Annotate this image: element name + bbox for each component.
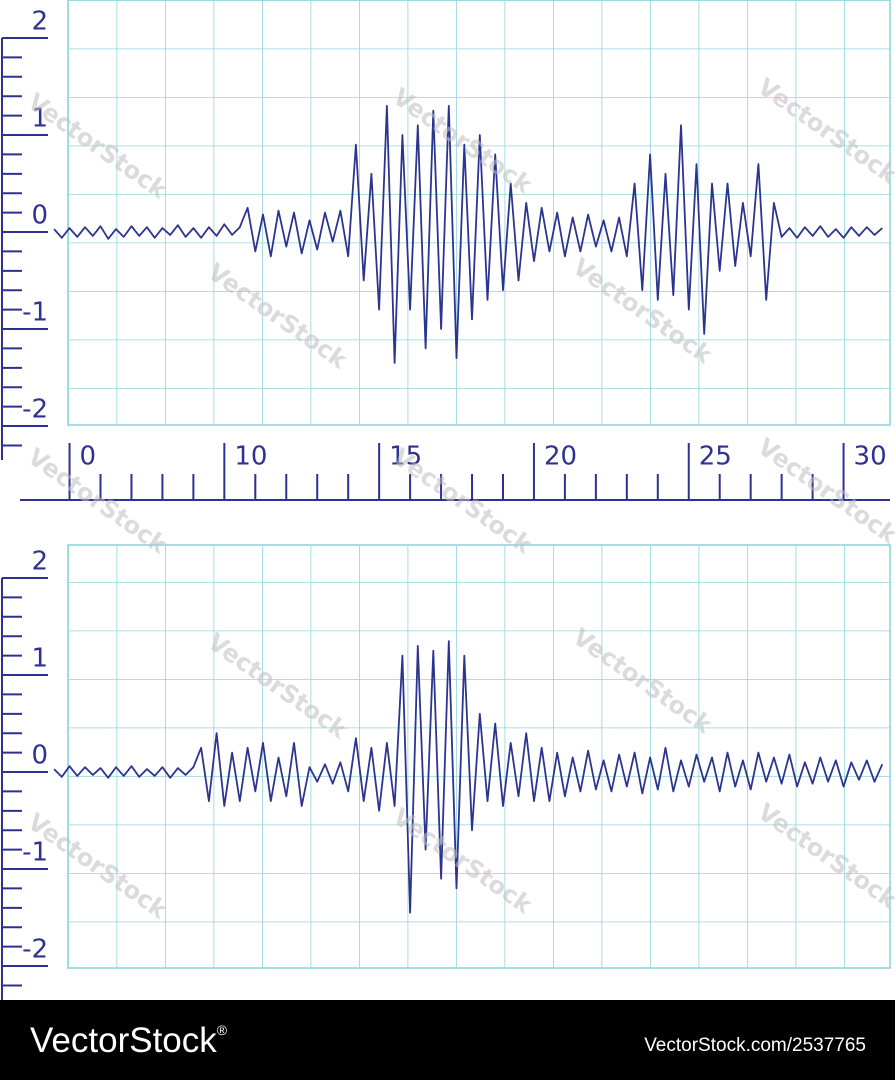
footer-bar (0, 1000, 895, 1080)
grid (67, 544, 891, 969)
y-tick-label: -1 (22, 838, 48, 868)
x-tick-label: 10 (234, 442, 267, 472)
waveform (53, 105, 883, 364)
y-tick-label: 0 (31, 741, 48, 771)
y-tick-label: 0 (31, 201, 48, 231)
x-tick-label: 30 (854, 442, 887, 472)
y-tick-label: 1 (31, 644, 48, 674)
y-tick-label: -2 (22, 935, 48, 965)
waveform (53, 640, 884, 914)
x-tick-label: 25 (699, 442, 732, 472)
y-tick-label: 1 (31, 104, 48, 134)
y-tick-label: 2 (31, 7, 48, 37)
watermark: VectorStock (23, 443, 173, 560)
x-tick-label: 0 (80, 442, 97, 472)
x-tick-label: 20 (544, 442, 577, 472)
brand: VectorStock (30, 1021, 217, 1060)
footer-brand: VectorStock® (30, 1021, 228, 1060)
grid (67, 0, 891, 426)
y-tick-label: -2 (22, 395, 48, 425)
x-tick-label: 15 (389, 442, 422, 472)
y-tick-label: -1 (22, 298, 48, 328)
footer-url: VectorStock.com/2537765 (644, 1035, 866, 1056)
registered-mark: ® (217, 1022, 228, 1038)
watermark: VectorStock (388, 443, 538, 560)
y-tick-label: 2 (31, 547, 48, 577)
